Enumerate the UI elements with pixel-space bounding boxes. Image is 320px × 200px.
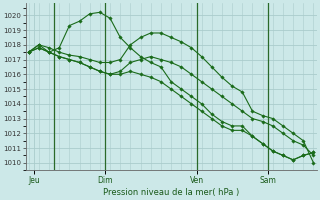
X-axis label: Pression niveau de la mer( hPa ): Pression niveau de la mer( hPa )	[103, 188, 239, 197]
